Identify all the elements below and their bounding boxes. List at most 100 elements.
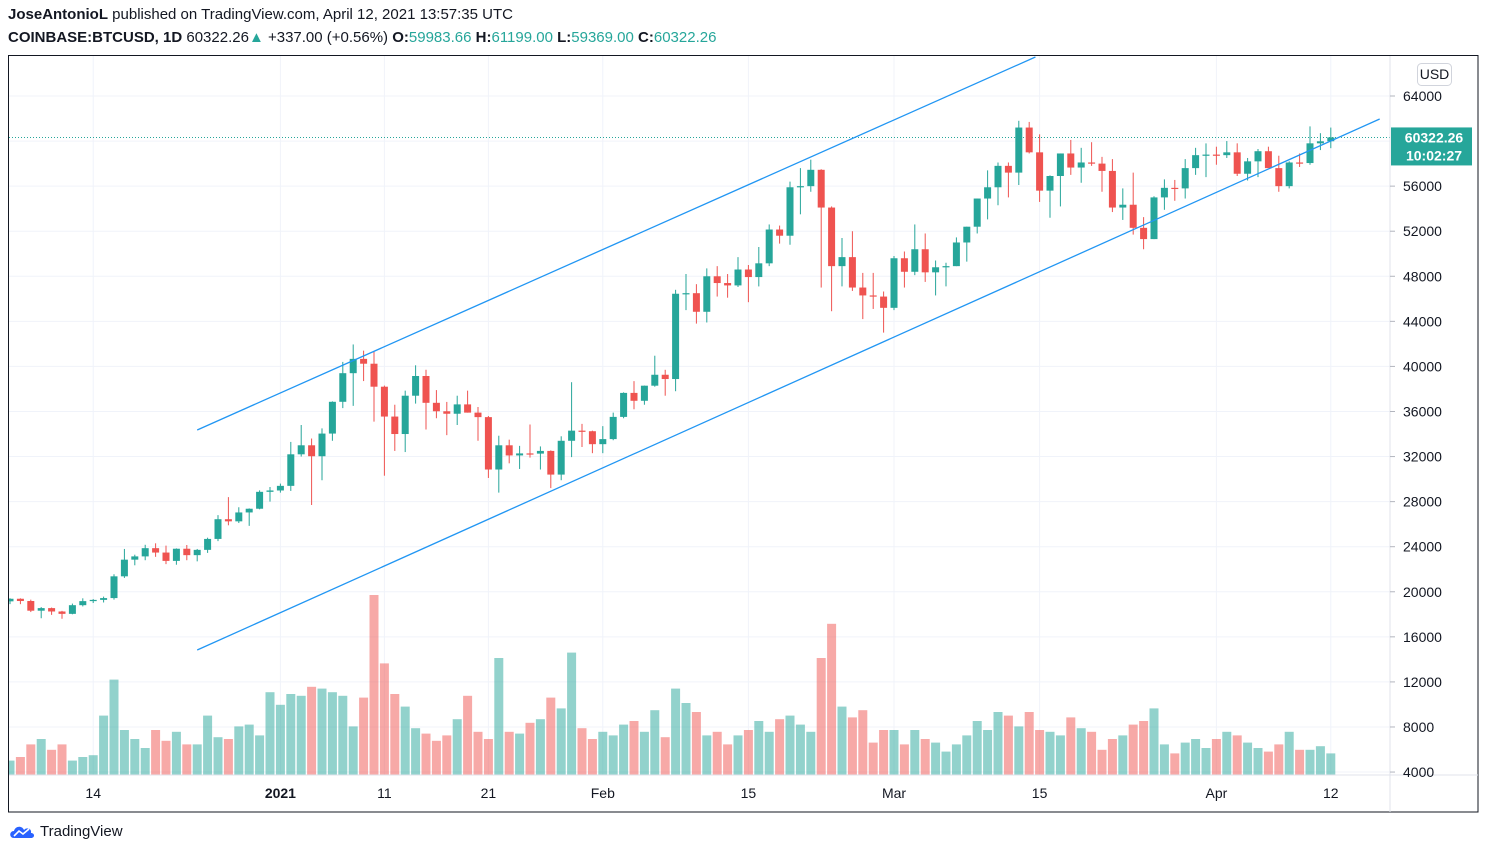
trend-line[interactable] xyxy=(196,118,1380,651)
volume-bar xyxy=(1107,739,1117,775)
candle xyxy=(911,224,919,276)
candle-body xyxy=(900,258,908,272)
candle-body xyxy=(672,293,680,380)
bar-countdown: 10:02:27 xyxy=(1406,147,1462,163)
candle-body xyxy=(1327,137,1335,142)
candle-body xyxy=(1160,187,1168,198)
parallel-channel[interactable] xyxy=(196,56,1380,651)
trend-line[interactable] xyxy=(196,56,1036,431)
candle-body xyxy=(1067,153,1075,168)
candle-body xyxy=(391,416,399,435)
volume-bar xyxy=(307,686,317,775)
candle xyxy=(786,181,794,245)
time-tick-label: Apr xyxy=(1206,785,1228,801)
candle-body xyxy=(1150,197,1158,240)
price-axis[interactable]: 64000 56000 52000 48000 44000 40000 36000 32000… xyxy=(1390,88,1442,780)
currency-button[interactable]: USD xyxy=(1417,63,1452,86)
last-price-value: 60322.26 xyxy=(1405,129,1464,145)
candle xyxy=(526,424,534,458)
candle xyxy=(1296,153,1304,167)
candle-body xyxy=(453,404,461,414)
candle-body xyxy=(287,454,295,486)
volume-bar xyxy=(1191,739,1201,775)
candle xyxy=(245,508,253,526)
candle xyxy=(713,266,721,297)
time-axis[interactable]: 14 2021 11 21 Feb 15 Mar 15 Apr 12 xyxy=(85,785,1338,801)
volume-bar xyxy=(1024,712,1034,775)
volume-bar xyxy=(1201,748,1211,775)
candle-body xyxy=(526,453,534,455)
candle xyxy=(505,439,513,464)
candle xyxy=(724,274,732,298)
candle xyxy=(1046,175,1054,218)
candle-body xyxy=(796,186,804,188)
candle-body xyxy=(214,519,222,539)
candle xyxy=(744,265,752,303)
candle xyxy=(1264,146,1272,169)
candle-body xyxy=(1306,143,1314,164)
candle xyxy=(1036,134,1044,202)
candle xyxy=(68,603,76,615)
volume-bar xyxy=(203,715,213,775)
candle xyxy=(120,548,128,578)
volume-bar xyxy=(702,735,712,775)
volume-bar xyxy=(931,742,941,775)
volume-bar xyxy=(567,652,577,775)
volume-bar xyxy=(286,694,296,775)
candle xyxy=(276,483,284,493)
close-label: C: xyxy=(638,29,654,46)
price-tick-label: 8000 xyxy=(1403,719,1434,735)
candle-body xyxy=(890,258,898,308)
time-tick-label: 12 xyxy=(1323,785,1339,801)
candle xyxy=(266,486,274,502)
tradingview-logo[interactable]: TradingView xyxy=(8,822,123,840)
volume-bar xyxy=(504,731,514,775)
candle xyxy=(1015,120,1023,186)
volume-bar xyxy=(99,715,109,775)
candle xyxy=(807,159,815,192)
tradingview-cloud-icon xyxy=(10,826,34,838)
volume-bar xyxy=(234,726,244,775)
candle xyxy=(890,255,898,311)
candle xyxy=(568,382,576,458)
volume-bar xyxy=(1232,735,1242,775)
candle-body xyxy=(256,491,264,509)
volume-bar xyxy=(816,658,826,775)
candle-body xyxy=(516,453,524,456)
volume-bar xyxy=(1087,731,1097,775)
author-name[interactable]: JoseAntonioL xyxy=(8,6,108,23)
candle xyxy=(328,401,336,441)
candle-body xyxy=(1181,168,1189,189)
candle xyxy=(942,262,950,287)
volume-bar xyxy=(9,760,15,775)
candle-body xyxy=(713,276,721,284)
candle-body xyxy=(1244,161,1252,174)
volume-bar xyxy=(161,740,171,775)
candle-body xyxy=(131,556,139,560)
volume-bar xyxy=(1295,749,1305,775)
last-price-label: 60322.26 10:02:27 xyxy=(1391,127,1472,166)
volume-bar xyxy=(847,717,857,775)
volume-bar xyxy=(379,663,389,775)
candle-body xyxy=(464,404,472,413)
candle xyxy=(1160,179,1168,210)
candle xyxy=(1171,179,1179,201)
candle xyxy=(1025,121,1033,154)
candle-body xyxy=(1264,151,1272,169)
candle xyxy=(796,168,804,215)
candle xyxy=(1181,159,1189,199)
candle-body xyxy=(994,165,1002,188)
candle xyxy=(100,596,108,603)
candle xyxy=(516,445,524,469)
candle-body xyxy=(536,450,544,454)
candle-body xyxy=(776,229,784,236)
candle-body xyxy=(152,548,160,553)
candle xyxy=(692,284,700,324)
candle xyxy=(204,537,212,553)
candle xyxy=(682,274,690,311)
candle xyxy=(224,497,232,526)
candle xyxy=(1098,156,1106,192)
candle-body xyxy=(79,601,87,606)
volume-bar xyxy=(962,735,972,775)
